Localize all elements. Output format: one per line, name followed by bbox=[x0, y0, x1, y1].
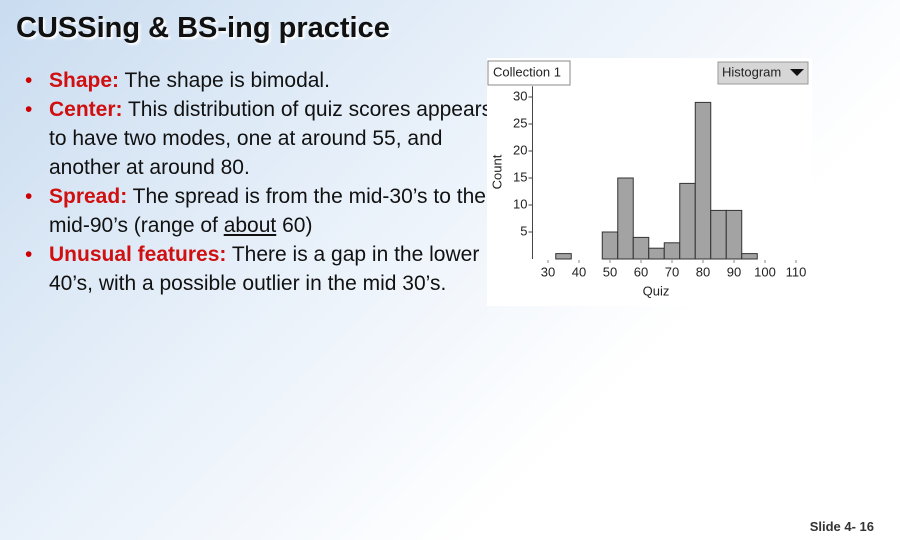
x-tick-label: 100 bbox=[754, 264, 776, 279]
collection-name: Collection 1 bbox=[493, 64, 561, 79]
collection-tab bbox=[487, 60, 571, 86]
bar bbox=[663, 242, 681, 260]
bar bbox=[725, 209, 743, 260]
bullet-text: 60) bbox=[276, 214, 313, 237]
bar bbox=[648, 247, 665, 260]
bullet-label: Unusual features: bbox=[49, 243, 227, 266]
x-tick-label: 110 bbox=[786, 264, 807, 279]
menu-label[interactable]: Histogram bbox=[722, 64, 781, 79]
menu-arrow[interactable] bbox=[790, 69, 804, 76]
bullet-list: Shape: The shape is bimodal. Center: Thi… bbox=[22, 66, 509, 298]
bar bbox=[601, 231, 619, 260]
y-tick-label: 30 bbox=[513, 88, 527, 103]
y-tick-label: 25 bbox=[513, 115, 527, 130]
bullet-label: Center: bbox=[49, 98, 123, 121]
y-tick-label: 20 bbox=[513, 142, 527, 157]
bar bbox=[710, 209, 727, 260]
bullet: Center: This distribution of quiz scores… bbox=[25, 95, 509, 182]
bar bbox=[617, 177, 634, 260]
bullet-text: The spread is from the mid-30’s to the m… bbox=[49, 185, 486, 237]
slide-number: Slide 4- 16 bbox=[809, 519, 874, 534]
menu-button[interactable] bbox=[717, 61, 809, 85]
bar bbox=[632, 236, 650, 260]
bullet-text: The shape is bimodal. bbox=[124, 69, 330, 92]
bullet: Shape: The shape is bimodal. bbox=[25, 66, 509, 95]
y-tick-label: 15 bbox=[513, 169, 527, 184]
y-tick-label: 10 bbox=[513, 196, 527, 211]
x-tick-label: 60 bbox=[634, 264, 648, 279]
bar bbox=[555, 253, 572, 260]
bar bbox=[741, 253, 758, 260]
x-tick-label: 50 bbox=[603, 264, 617, 279]
y-axis-label: Count bbox=[489, 154, 504, 189]
x-tick-label: 90 bbox=[727, 264, 741, 279]
x-axis-label: Quiz bbox=[643, 283, 670, 298]
chart-panel bbox=[487, 58, 812, 306]
bullet-text: There is a gap in the lower 40’s, with a… bbox=[49, 243, 480, 295]
bullet-text: This distribution of quiz scores appears… bbox=[49, 98, 493, 179]
bullet-label: Spread: bbox=[49, 185, 128, 208]
x-tick-label: 40 bbox=[572, 264, 586, 279]
slide-title: CUSSing & BS-ing practice bbox=[16, 12, 390, 44]
x-tick-label: 30 bbox=[541, 264, 555, 279]
bar bbox=[694, 101, 712, 260]
x-tick-label: 80 bbox=[696, 264, 710, 279]
bar bbox=[679, 182, 696, 260]
x-tick-label: 70 bbox=[665, 264, 679, 279]
bullet: Unusual features: There is a gap in the … bbox=[25, 240, 509, 298]
bullet-emphasis: about bbox=[223, 214, 277, 237]
bullet: Spread: The spread is from the mid-30’s … bbox=[25, 182, 509, 240]
y-tick-label: 5 bbox=[520, 223, 527, 238]
bullet-label: Shape: bbox=[49, 69, 120, 92]
